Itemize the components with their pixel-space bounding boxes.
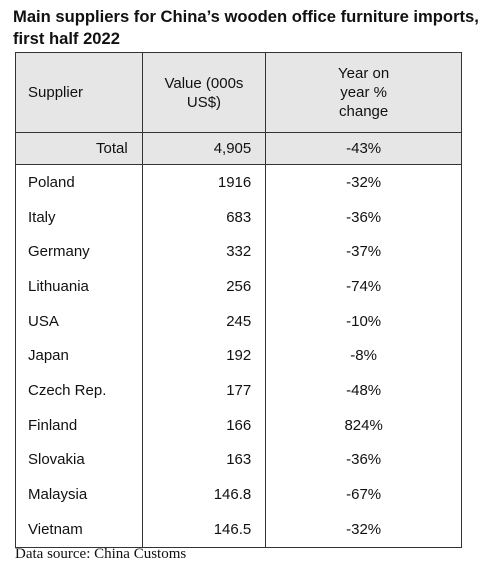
data-row: Japan 192 -8% xyxy=(15,338,462,374)
source: Data source: China Customs xyxy=(15,546,187,562)
change-cell: -36% xyxy=(265,442,462,478)
supplier-cell: Italy xyxy=(15,199,143,235)
change-cell: -74% xyxy=(265,269,462,304)
data-row: Malaysia 146.8 -67% xyxy=(15,477,462,512)
change-cell: -67% xyxy=(265,477,462,512)
value-cell: 192 xyxy=(141,338,267,374)
header-text: Supplier xyxy=(28,84,84,101)
total-value: 4,905 xyxy=(141,132,267,165)
data-row: Germany 332 -37% xyxy=(15,234,462,270)
value-cell: 177 xyxy=(141,373,267,408)
value-cell: 146.8 xyxy=(141,477,267,512)
supplier-cell: Malaysia xyxy=(15,477,143,512)
change-cell: -10% xyxy=(265,303,462,339)
value-cell: 245 xyxy=(141,303,267,339)
table: Supplier Value (000s US$) Year on year %… xyxy=(15,52,462,548)
header-cell: Value (000s US$) xyxy=(141,52,267,133)
supplier-cell: Poland xyxy=(15,164,143,200)
header-cell: Year on year % change xyxy=(265,52,462,133)
change-cell: -32% xyxy=(265,511,462,548)
value-cell: 256 xyxy=(141,269,267,304)
data-row: Czech Rep. 177 -48% xyxy=(15,373,462,408)
value-cell: 163 xyxy=(141,442,267,478)
supplier-cell: Slovakia xyxy=(15,442,143,478)
change-cell: 824% xyxy=(265,407,462,443)
data-row: Finland 166 824% xyxy=(15,407,462,443)
total-label: Total xyxy=(15,132,143,165)
supplier-cell: Lithuania xyxy=(15,269,143,304)
supplier-cell: Czech Rep. xyxy=(15,373,143,408)
supplier-cell: Germany xyxy=(15,234,143,270)
change-cell: -48% xyxy=(265,373,462,408)
change-cell: -32% xyxy=(265,164,462,200)
supplier-cell: Japan xyxy=(15,338,143,374)
change-cell: -37% xyxy=(265,234,462,270)
value-cell: 332 xyxy=(141,234,267,270)
value-cell: 1916 xyxy=(141,164,267,200)
value-cell: 166 xyxy=(141,407,267,443)
header-text: Year on year % change xyxy=(338,65,390,120)
data-row: Lithuania 256 -74% xyxy=(15,269,462,304)
data-row: Poland 1916 -32% xyxy=(15,164,462,200)
change-cell: -8% xyxy=(265,338,462,374)
data-row: Vietnam 146.5 -32% xyxy=(15,511,462,548)
header-row: Supplier Value (000s US$) Year on year %… xyxy=(15,52,462,133)
header-text: Value (000s US$) xyxy=(164,74,244,111)
supplier-cell: USA xyxy=(15,303,143,339)
header-cell: Supplier xyxy=(15,52,143,133)
supplier-cell: Finland xyxy=(15,407,143,443)
total-row: Total 4,905 -43% xyxy=(15,132,462,165)
value-cell: 683 xyxy=(141,199,267,235)
data-row: Slovakia 163 -36% xyxy=(15,442,462,478)
data-row: USA 245 -10% xyxy=(15,303,462,339)
title: Main suppliers for China’s wooden office… xyxy=(13,7,479,48)
supplier-cell: Vietnam xyxy=(15,511,143,548)
data-row: Italy 683 -36% xyxy=(15,199,462,235)
value-cell: 146.5 xyxy=(141,511,267,548)
change-cell: -36% xyxy=(265,199,462,235)
total-change: -43% xyxy=(265,132,462,165)
